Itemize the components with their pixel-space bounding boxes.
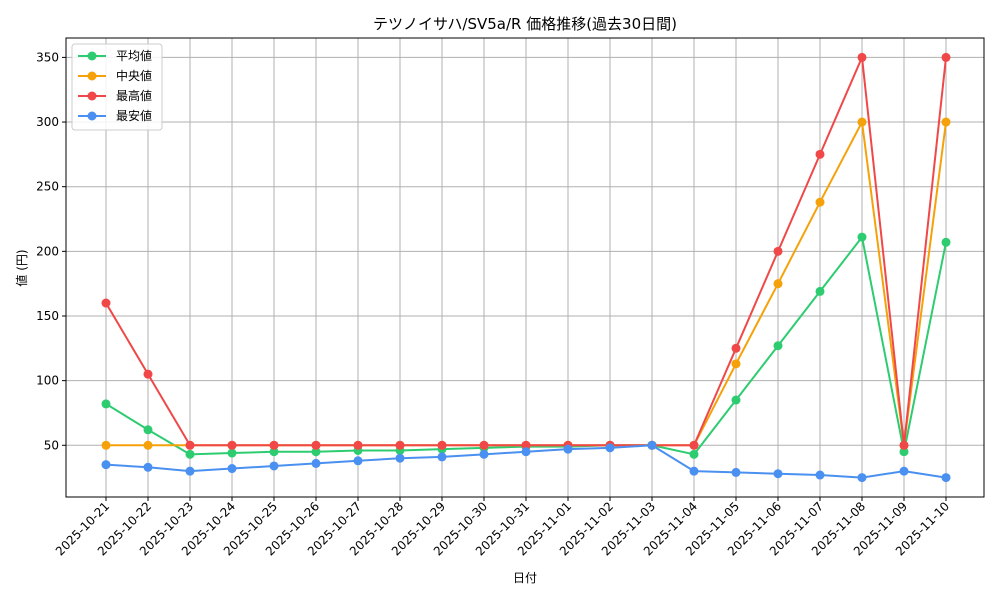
data-point <box>731 343 741 353</box>
data-point <box>773 341 783 351</box>
data-point <box>731 395 741 405</box>
data-point <box>815 470 825 480</box>
data-point <box>941 52 951 62</box>
data-point <box>773 469 783 479</box>
data-point <box>941 117 951 127</box>
data-point <box>143 425 153 435</box>
data-point <box>269 440 279 450</box>
data-point <box>185 449 195 459</box>
data-point <box>605 443 615 453</box>
data-point <box>185 440 195 450</box>
data-point <box>647 440 657 450</box>
data-point <box>689 466 699 476</box>
data-point <box>941 237 951 247</box>
y-tick-label: 100 <box>36 374 59 388</box>
data-point <box>689 440 699 450</box>
legend-swatch-marker <box>87 91 97 101</box>
data-point <box>311 447 321 457</box>
data-point <box>521 440 531 450</box>
legend-label: 平均値 <box>116 48 152 63</box>
data-point <box>815 149 825 159</box>
data-point <box>269 461 279 471</box>
data-point <box>227 464 237 474</box>
y-tick-label: 50 <box>44 438 59 452</box>
data-point <box>101 460 111 470</box>
y-axis-title: 値 (円) <box>14 249 29 286</box>
data-point <box>773 279 783 289</box>
data-point <box>311 440 321 450</box>
y-tick-label: 150 <box>36 309 59 323</box>
data-point <box>101 399 111 409</box>
legend-label: 最高値 <box>116 88 152 103</box>
data-point <box>143 369 153 379</box>
data-point <box>899 466 909 476</box>
legend-swatch-marker <box>87 71 97 81</box>
series-3 <box>101 440 951 483</box>
data-point <box>899 447 909 457</box>
data-point <box>731 467 741 477</box>
series-layer <box>101 52 951 483</box>
data-point <box>479 440 489 450</box>
data-point <box>521 447 531 457</box>
data-point <box>101 440 111 450</box>
legend-swatch-marker <box>87 51 97 61</box>
data-point <box>227 440 237 450</box>
data-point <box>857 473 867 483</box>
data-point <box>731 359 741 369</box>
x-axis-ticks: 2025-10-212025-10-222025-10-232025-10-24… <box>53 497 952 558</box>
data-point <box>815 197 825 207</box>
data-point <box>353 440 363 450</box>
y-tick-label: 350 <box>36 50 59 64</box>
data-point <box>689 449 699 459</box>
y-tick-label: 300 <box>36 115 59 129</box>
data-point <box>773 246 783 256</box>
y-axis-ticks: 50 100 150 200 250 300 350 <box>36 50 66 452</box>
plot-frame <box>65 37 985 498</box>
grid-lines <box>66 38 984 497</box>
data-point <box>437 452 447 462</box>
legend-swatch-marker <box>87 111 97 121</box>
data-point <box>479 449 489 459</box>
y-tick-label: 200 <box>36 244 59 258</box>
data-point <box>899 440 909 450</box>
data-point <box>143 440 153 450</box>
data-point <box>395 440 405 450</box>
data-point <box>269 447 279 457</box>
data-point <box>101 298 111 308</box>
data-point <box>143 462 153 472</box>
data-point <box>857 232 867 242</box>
legend-label: 最安値 <box>116 108 152 123</box>
data-point <box>395 453 405 463</box>
x-axis-title: 日付 <box>513 571 537 585</box>
data-point <box>857 117 867 127</box>
chart-title: テツノイサハ/SV5a/R 価格推移(過去30日間) <box>373 15 677 33</box>
legend-label: 中央値 <box>116 68 152 83</box>
data-point <box>311 458 321 468</box>
data-point <box>353 456 363 466</box>
data-point <box>563 444 573 454</box>
legend-box <box>71 43 163 131</box>
data-point <box>857 52 867 62</box>
data-point <box>815 286 825 296</box>
y-tick-label: 250 <box>36 180 59 194</box>
data-point <box>227 448 237 458</box>
data-point <box>437 440 447 450</box>
data-point <box>185 466 195 476</box>
data-point <box>941 473 951 483</box>
